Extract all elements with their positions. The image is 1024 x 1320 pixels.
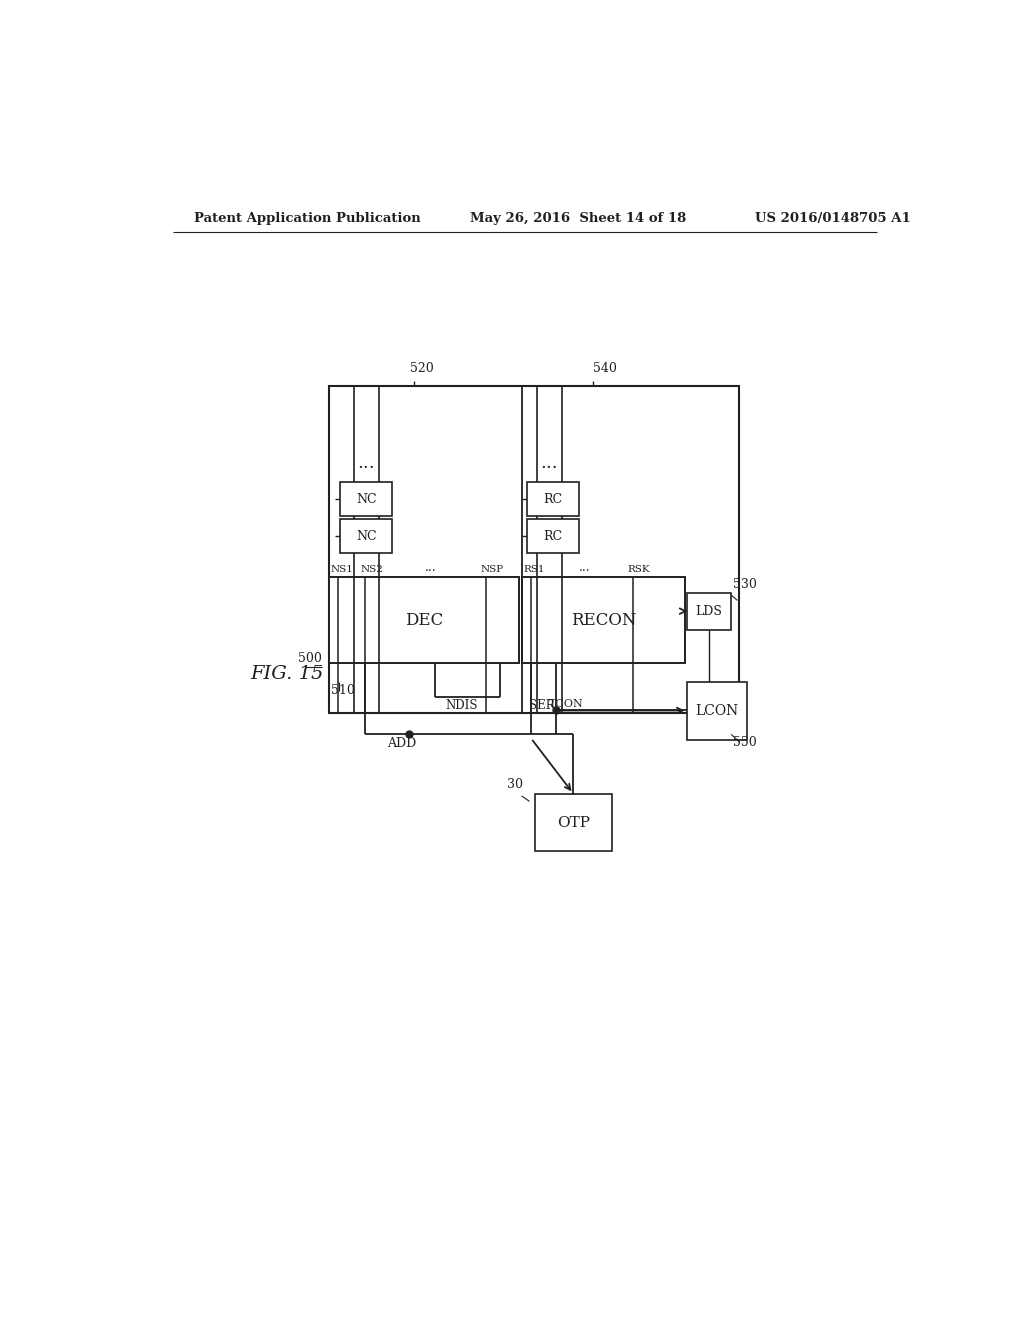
Bar — [521, 577, 685, 663]
Bar — [330, 577, 519, 663]
Text: NC: NC — [356, 492, 377, 506]
Text: 520: 520 — [410, 362, 434, 375]
Text: LCON: LCON — [695, 704, 738, 718]
Bar — [527, 519, 580, 553]
Text: RSK: RSK — [628, 565, 650, 574]
Text: ...: ... — [541, 454, 558, 471]
Text: FIG. 15: FIG. 15 — [250, 665, 324, 684]
Text: OTP: OTP — [557, 816, 590, 829]
Text: TCON: TCON — [549, 700, 584, 709]
Text: NSP: NSP — [480, 565, 503, 574]
Text: LDS: LDS — [695, 605, 723, 618]
Text: NS1: NS1 — [331, 565, 353, 574]
Text: ...: ... — [357, 454, 375, 471]
Text: RS1: RS1 — [523, 565, 545, 574]
Text: 530: 530 — [733, 578, 758, 591]
Bar — [687, 593, 731, 630]
Text: RC: RC — [544, 529, 563, 543]
Text: US 2016/0148705 A1: US 2016/0148705 A1 — [756, 213, 911, 224]
Bar — [340, 482, 392, 516]
Text: NS2: NS2 — [360, 565, 383, 574]
Text: 550: 550 — [733, 737, 757, 748]
Bar — [687, 682, 746, 739]
Text: RC: RC — [544, 492, 563, 506]
Text: ...: ... — [425, 561, 436, 574]
Bar — [535, 793, 611, 851]
Text: ...: ... — [579, 561, 591, 574]
Text: NDIS: NDIS — [445, 700, 478, 711]
Text: Patent Application Publication: Patent Application Publication — [194, 213, 421, 224]
Text: DEC: DEC — [406, 611, 443, 628]
Text: SER: SER — [528, 700, 554, 711]
Text: 510: 510 — [331, 684, 354, 697]
Bar — [340, 519, 392, 553]
Text: 540: 540 — [593, 362, 616, 375]
Text: RECON: RECON — [570, 611, 636, 628]
Bar — [330, 385, 739, 713]
Text: NC: NC — [356, 529, 377, 543]
Text: 30: 30 — [507, 779, 523, 792]
Text: May 26, 2016  Sheet 14 of 18: May 26, 2016 Sheet 14 of 18 — [470, 213, 686, 224]
Bar — [527, 482, 580, 516]
Text: 500: 500 — [298, 652, 322, 665]
Text: ADD: ADD — [387, 737, 416, 750]
